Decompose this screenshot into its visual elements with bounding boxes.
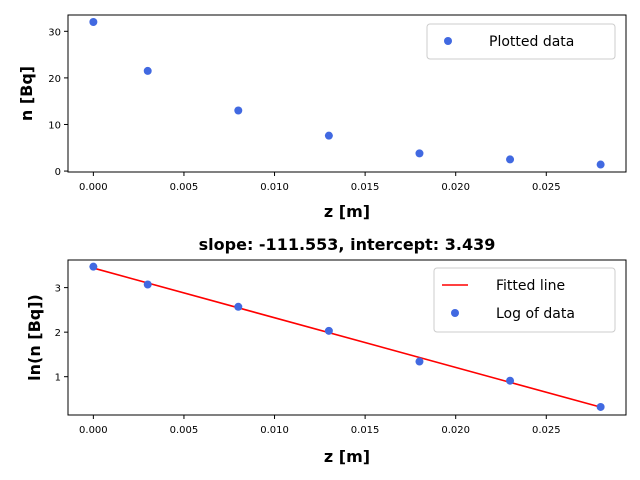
x-tick-label: 0.005	[170, 425, 199, 436]
x-tick-label: 0.020	[441, 182, 470, 193]
top-chart-x-ticks: 0.000 0.005 0.010 0.015 0.020 0.025	[79, 172, 561, 193]
data-point	[324, 326, 333, 335]
y-tick-label: 2	[55, 328, 61, 339]
top-chart-plot-frame	[67, 14, 627, 173]
top-chart-legend: Plotted data	[426, 23, 616, 60]
bottom-chart-y-ticks: 1 2 3	[55, 284, 68, 384]
x-tick-label: 0.005	[170, 182, 199, 193]
data-point	[234, 302, 243, 311]
bottom-chart-x-ticks: 0.000 0.005 0.010 0.015 0.020 0.025	[79, 415, 561, 436]
top-chart-x-axis-label: z [m]	[324, 202, 370, 221]
bottom-chart-plot-frame	[67, 259, 627, 416]
data-point	[415, 357, 424, 366]
x-tick-label: 0.025	[532, 425, 561, 436]
x-tick-label: 0.020	[441, 425, 470, 436]
x-tick-label: 0.010	[260, 182, 289, 193]
data-point	[89, 262, 98, 271]
y-tick-label: 20	[48, 74, 61, 85]
legend-box	[433, 267, 616, 333]
data-point	[143, 66, 152, 75]
bottom-chart-legend: Fitted line Log of data	[433, 267, 616, 333]
legend-entry-label: Fitted line	[496, 278, 565, 294]
legend-marker	[451, 309, 459, 317]
top-chart-marks	[89, 17, 605, 169]
y-tick-label: 30	[48, 27, 61, 38]
y-tick-label: 0	[55, 167, 61, 178]
y-tick-label: 10	[48, 120, 61, 131]
bottom-chart-y-axis-label: ln(n [Bq])	[25, 294, 44, 381]
data-point	[506, 376, 515, 385]
data-point	[506, 155, 515, 164]
top-chart: 0.000 0.005 0.010 0.015 0.020 0.025 0 10 20 30 z…	[17, 14, 627, 221]
x-tick-label: 0.025	[532, 182, 561, 193]
legend-entry-label: Log of data	[496, 306, 575, 322]
legend-box	[426, 23, 616, 60]
x-tick-label: 0.000	[79, 425, 108, 436]
bottom-chart: slope: -111.553, intercept: 3.439 0.000 0…	[25, 235, 627, 466]
legend-marker	[444, 37, 452, 45]
x-tick-label: 0.010	[260, 425, 289, 436]
data-point	[234, 106, 243, 115]
data-point	[415, 149, 424, 158]
data-point	[596, 402, 605, 411]
top-chart-y-ticks: 0 10 20 30	[48, 27, 68, 178]
data-point	[143, 280, 152, 289]
y-tick-label: 3	[55, 284, 61, 295]
legend-entry-label: Plotted data	[489, 34, 574, 50]
x-tick-label: 0.015	[351, 425, 380, 436]
bottom-chart-x-axis-label: z [m]	[324, 447, 370, 466]
bottom-chart-marks	[89, 262, 605, 411]
top-chart-y-axis-label: n [Bq]	[17, 66, 36, 121]
fitted-line	[93, 267, 601, 408]
data-point	[324, 131, 333, 140]
data-point	[596, 160, 605, 169]
y-tick-label: 1	[55, 373, 61, 384]
data-point	[89, 17, 98, 26]
x-tick-label: 0.000	[79, 182, 108, 193]
bottom-chart-title: slope: -111.553, intercept: 3.439	[199, 235, 496, 254]
x-tick-label: 0.015	[351, 182, 380, 193]
